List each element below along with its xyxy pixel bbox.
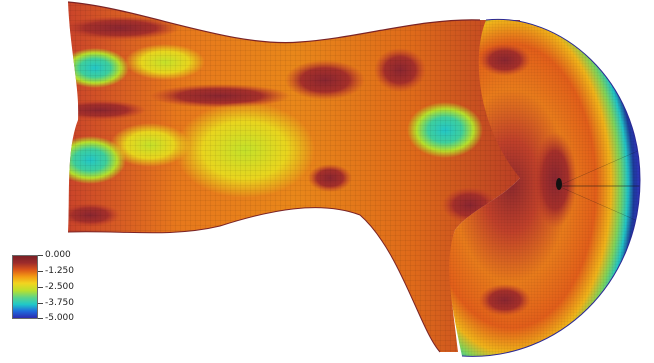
colorbar-tick <box>38 287 43 288</box>
colorbar-tick <box>38 303 43 304</box>
colorbar-tick <box>38 271 43 272</box>
colorbar-label-min: -5.000 <box>45 313 75 323</box>
colorbar-label: -2.500 <box>45 282 75 292</box>
colorbar <box>12 255 38 319</box>
colorbar-tick <box>38 255 43 256</box>
colorbar-label-max: 0.000 <box>45 250 71 260</box>
colorbar-tick <box>38 318 43 319</box>
colorbar-label: -1.250 <box>45 266 75 276</box>
colorbar-label: -3.750 <box>45 298 75 308</box>
